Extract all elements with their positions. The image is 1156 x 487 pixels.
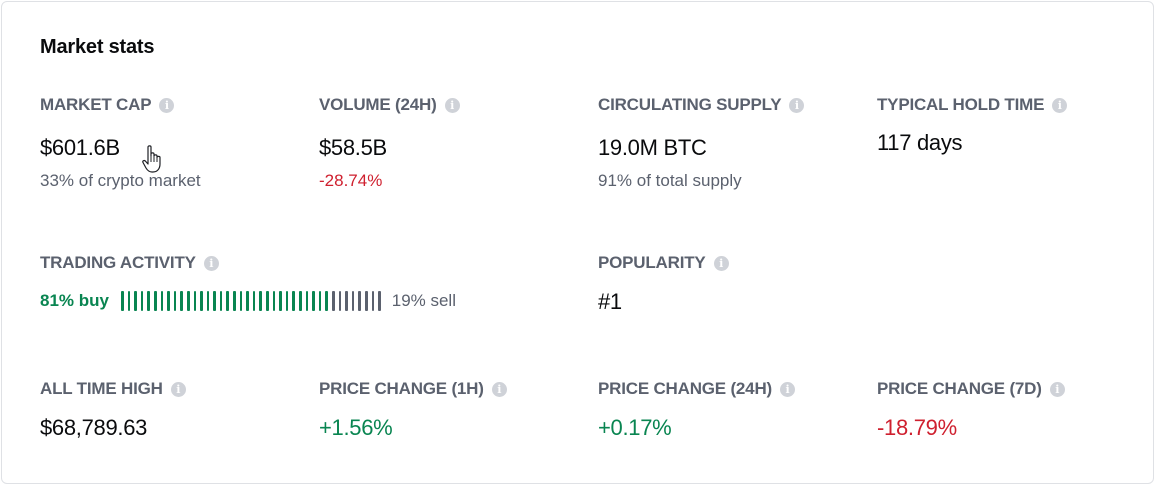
buy-tick [252,291,256,311]
stat-price-change-7d: PRICE CHANGE (7D) i -18.79% [877,379,1065,441]
buy-tick [272,291,276,311]
stat-value: $58.5B [319,135,387,160]
buy-tick [305,291,309,311]
buy-tick [127,291,131,311]
buy-tick [147,291,150,311]
sell-percentage: 19% sell [391,291,456,310]
stat-price-change-1h: PRICE CHANGE (1H) i +1.56% [319,379,507,441]
buy-tick [193,291,197,311]
buy-tick [239,291,243,311]
info-icon[interactable]: i [713,255,729,271]
stat-value: 117 days [877,130,963,155]
stat-label: CIRCULATING SUPPLY [598,95,782,114]
buy-tick [285,291,289,311]
stat-label: TYPICAL HOLD TIME [877,95,1045,114]
stat-value: #1 [598,289,622,314]
stat-circulating-supply: CIRCULATING SUPPLY i 19.0M BTC 91% of to… [598,95,805,191]
buy-tick [325,291,328,311]
stat-label: PRICE CHANGE (24H) [598,379,772,398]
buy-tick [318,291,322,311]
stat-market-cap: MARKET CAP i $601.6B 33% of crypto marke… [40,95,201,191]
buy-tick [292,291,296,311]
sell-tick [345,291,348,311]
sell-tick [378,291,381,311]
buy-tick [299,291,302,311]
stat-change-positive: +0.17% [598,415,672,440]
info-icon[interactable]: i [1049,381,1065,397]
buy-tick [180,291,183,311]
buy-tick [226,291,230,311]
buy-tick [233,291,236,311]
info-icon[interactable]: i [170,381,186,397]
sell-tick [358,291,361,311]
info-icon[interactable]: i [779,381,795,397]
buy-tick [167,291,170,311]
stat-popularity: POPULARITY i #1 [598,253,729,315]
stat-price-change-24h: PRICE CHANGE (24H) i +0.17% [598,379,795,441]
stat-label: TRADING ACTIVITY [40,253,196,272]
stat-label: PRICE CHANGE (1H) [319,379,484,398]
card-title: Market stats [40,36,155,58]
buy-tick [219,291,223,311]
stat-change-negative: -28.74% [319,171,383,190]
stat-label: PRICE CHANGE (7D) [877,379,1042,398]
stat-change-positive: +1.56% [319,415,393,440]
buy-tick [120,291,124,311]
info-icon[interactable]: i [491,381,507,397]
sell-tick [351,291,355,311]
stat-value: $601.6B [40,135,120,160]
info-icon[interactable]: i [444,97,460,113]
buy-tick [213,291,216,311]
sell-tick [338,291,342,311]
stat-value: 19.0M BTC [598,135,707,160]
buy-tick [266,291,269,311]
buy-tick [279,291,282,311]
stat-label: POPULARITY [598,253,706,272]
info-icon[interactable]: i [159,97,175,113]
stat-volume: VOLUME (24H) i $58.5B -28.74% [319,95,460,191]
info-icon[interactable]: i [789,97,805,113]
info-icon[interactable]: i [203,255,219,271]
buy-tick [153,291,157,311]
sell-tick [331,291,335,311]
buy-tick [140,291,144,311]
stat-trading-activity: TRADING ACTIVITY i [40,253,219,273]
stat-subtext: 91% of total supply [598,171,742,190]
buy-tick [259,291,263,311]
buy-tick [186,291,190,311]
stat-typical-hold-time: TYPICAL HOLD TIME i 117 days [877,95,1068,156]
buy-sell-bar [120,290,381,312]
buy-tick [200,291,203,311]
stat-label: MARKET CAP [40,95,152,114]
buy-tick [206,291,210,311]
sell-tick [364,291,368,311]
stat-label: ALL TIME HIGH [40,379,163,398]
stat-subtext: 33% of crypto market [40,171,201,190]
trading-activity-meter: 81% buy 19% sell [40,290,456,312]
stat-change-negative: -18.79% [877,415,957,440]
buy-tick [160,291,164,311]
stat-all-time-high: ALL TIME HIGH i $68,789.63 [40,379,186,441]
hand-pointer-cursor-icon [142,145,161,173]
buy-tick [246,291,249,311]
info-icon[interactable]: i [1052,97,1068,113]
buy-percentage: 81% buy [40,291,109,310]
buy-tick [312,291,315,311]
buy-tick [173,291,177,311]
buy-tick [134,291,137,311]
sell-tick [371,291,375,311]
stat-label: VOLUME (24H) [319,95,437,114]
stat-value: $68,789.63 [40,415,148,440]
